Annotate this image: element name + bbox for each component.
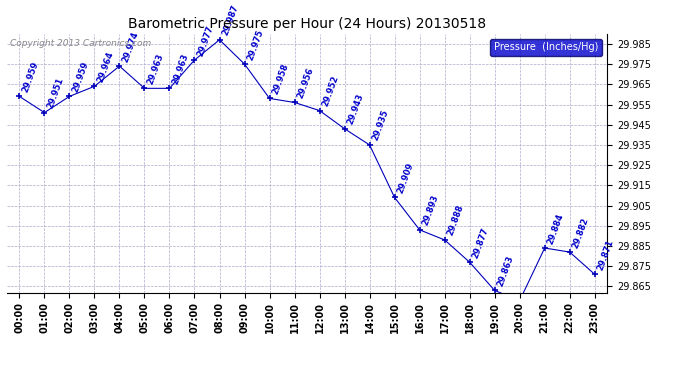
Text: 29.974: 29.974 — [121, 30, 140, 63]
Legend: Pressure  (Inches/Hg): Pressure (Inches/Hg) — [490, 39, 602, 56]
Text: 29.877: 29.877 — [471, 226, 491, 260]
Text: 29.956: 29.956 — [296, 66, 315, 100]
Text: 29.893: 29.893 — [421, 194, 440, 227]
Text: 29.977: 29.977 — [196, 24, 215, 57]
Text: 29.959: 29.959 — [21, 60, 40, 94]
Text: 29.884: 29.884 — [546, 212, 566, 245]
Text: 29.952: 29.952 — [321, 74, 340, 108]
Text: 29.858: 29.858 — [0, 374, 1, 375]
Text: 29.909: 29.909 — [396, 162, 415, 195]
Text: 29.963: 29.963 — [171, 52, 190, 86]
Text: 29.958: 29.958 — [271, 62, 290, 96]
Text: 29.963: 29.963 — [146, 52, 166, 86]
Text: 29.888: 29.888 — [446, 204, 466, 237]
Text: 29.863: 29.863 — [496, 254, 515, 288]
Title: Barometric Pressure per Hour (24 Hours) 20130518: Barometric Pressure per Hour (24 Hours) … — [128, 17, 486, 31]
Text: 29.882: 29.882 — [571, 216, 591, 249]
Text: 29.951: 29.951 — [46, 76, 66, 110]
Text: 29.935: 29.935 — [371, 109, 391, 142]
Text: Copyright 2013 Cartronics.com: Copyright 2013 Cartronics.com — [10, 39, 151, 48]
Text: 29.871: 29.871 — [596, 238, 615, 272]
Text: 29.943: 29.943 — [346, 93, 366, 126]
Text: 29.964: 29.964 — [96, 50, 115, 84]
Text: 29.959: 29.959 — [71, 60, 90, 94]
Text: 29.987: 29.987 — [221, 4, 240, 37]
Text: 29.975: 29.975 — [246, 28, 266, 61]
